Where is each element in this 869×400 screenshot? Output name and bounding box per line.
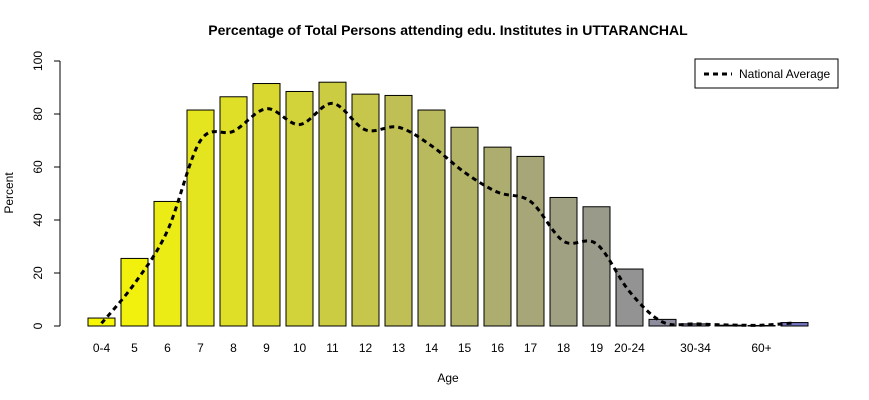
bars-group [87, 81, 809, 327]
bar-12 [351, 93, 380, 327]
y-tick-label: 80 [31, 107, 45, 121]
x-tick-label: 6 [164, 341, 171, 355]
x-tick-label: 17 [524, 341, 538, 355]
chart-title: Percentage of Total Persons attending ed… [208, 22, 688, 38]
x-tick-label: 18 [557, 341, 571, 355]
bar-20-24 [615, 268, 644, 327]
x-tick-label: 16 [491, 341, 505, 355]
y-axis: 0 20 40 60 80 100 [31, 51, 61, 329]
bar-11 [318, 81, 347, 327]
x-tick-label: 8 [230, 341, 237, 355]
legend-box [694, 58, 839, 89]
bar-8 [219, 96, 248, 327]
x-tick-label: 7 [197, 341, 204, 355]
bar-17 [516, 155, 545, 327]
x-tick-label: 20-24 [614, 341, 645, 355]
bar-19 [582, 206, 611, 327]
bar-10 [285, 90, 314, 327]
x-tick-label: 9 [263, 341, 270, 355]
x-tick-label: 5 [131, 341, 138, 355]
x-tick-label: 60+ [751, 341, 771, 355]
x-tick-label: 10 [293, 341, 307, 355]
x-tick-label: 12 [359, 341, 373, 355]
y-tick-label: 0 [31, 322, 45, 329]
x-tick-label: 15 [458, 341, 472, 355]
bar-15 [450, 126, 479, 327]
x-tick-label: 14 [425, 341, 439, 355]
bar-6 [153, 200, 182, 327]
x-tick-label: 13 [392, 341, 406, 355]
bar-age-not-stated [780, 322, 809, 327]
x-axis-label: Age [437, 371, 459, 385]
bar-9 [252, 83, 281, 327]
x-tick-label: 11 [326, 341, 339, 355]
bar-5 [120, 257, 149, 327]
y-tick-label: 20 [31, 266, 45, 280]
bar-16 [483, 146, 512, 327]
bar-7 [186, 109, 215, 327]
bar-14 [417, 109, 446, 327]
y-tick-label: 40 [31, 213, 45, 227]
legend-label-national-average: National Average [739, 67, 831, 81]
bar-30-34 [681, 323, 710, 327]
x-axis-ticks: 0-4 5 6 7 8 9 10 11 12 13 14 15 16 17 18 19 20-24 30-34 60… [93, 341, 772, 355]
y-tick-label: 60 [31, 160, 45, 174]
x-tick-label: 19 [590, 341, 604, 355]
y-axis-label: Percent [2, 172, 16, 214]
x-tick-label: 30-34 [680, 341, 711, 355]
bar-18 [549, 196, 578, 327]
bar-13 [384, 94, 413, 327]
y-tick-label: 100 [31, 51, 45, 71]
legend: National Average [694, 58, 839, 89]
x-tick-label: 0-4 [93, 341, 111, 355]
